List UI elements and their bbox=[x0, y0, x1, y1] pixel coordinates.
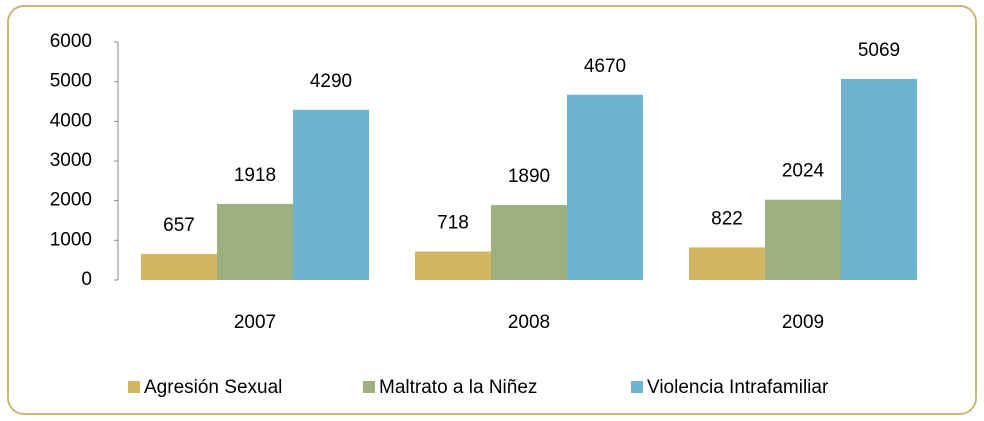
y-tick-label: 2000 bbox=[50, 190, 92, 211]
legend-label: Violencia Intrafamiliar bbox=[647, 377, 829, 398]
bar bbox=[765, 199, 841, 280]
x-tick-label: 2007 bbox=[234, 312, 276, 333]
x-tick-label: 2008 bbox=[508, 312, 550, 333]
y-tick-label: 1000 bbox=[50, 229, 92, 250]
bar bbox=[567, 94, 643, 280]
data-label: 822 bbox=[711, 208, 743, 229]
data-label: 1890 bbox=[508, 166, 550, 187]
legend-label: Agresión Sexual bbox=[144, 377, 282, 398]
legend-swatch bbox=[128, 381, 140, 393]
data-label: 4290 bbox=[310, 71, 352, 92]
y-tick-label: 6000 bbox=[50, 31, 92, 52]
y-tick-label: 3000 bbox=[50, 150, 92, 171]
bar bbox=[689, 247, 765, 280]
legend-swatch bbox=[363, 381, 375, 393]
legend-swatch bbox=[631, 381, 643, 393]
data-label: 718 bbox=[437, 213, 469, 234]
x-tick-label: 2009 bbox=[782, 312, 824, 333]
bar bbox=[217, 203, 293, 280]
bar bbox=[293, 109, 369, 280]
data-label: 4670 bbox=[584, 56, 626, 77]
bar bbox=[141, 253, 217, 280]
y-tick-label: 4000 bbox=[50, 110, 92, 131]
data-label: 1918 bbox=[234, 165, 276, 186]
data-label: 657 bbox=[163, 215, 195, 236]
data-label: 5069 bbox=[858, 40, 900, 61]
bar bbox=[841, 78, 917, 281]
y-tick-label: 0 bbox=[81, 269, 92, 290]
data-label: 2024 bbox=[782, 161, 825, 182]
legend-label: Maltrato a la Niñez bbox=[379, 377, 537, 398]
bar bbox=[415, 251, 491, 280]
bar bbox=[491, 205, 567, 280]
y-tick-label: 5000 bbox=[50, 71, 92, 92]
